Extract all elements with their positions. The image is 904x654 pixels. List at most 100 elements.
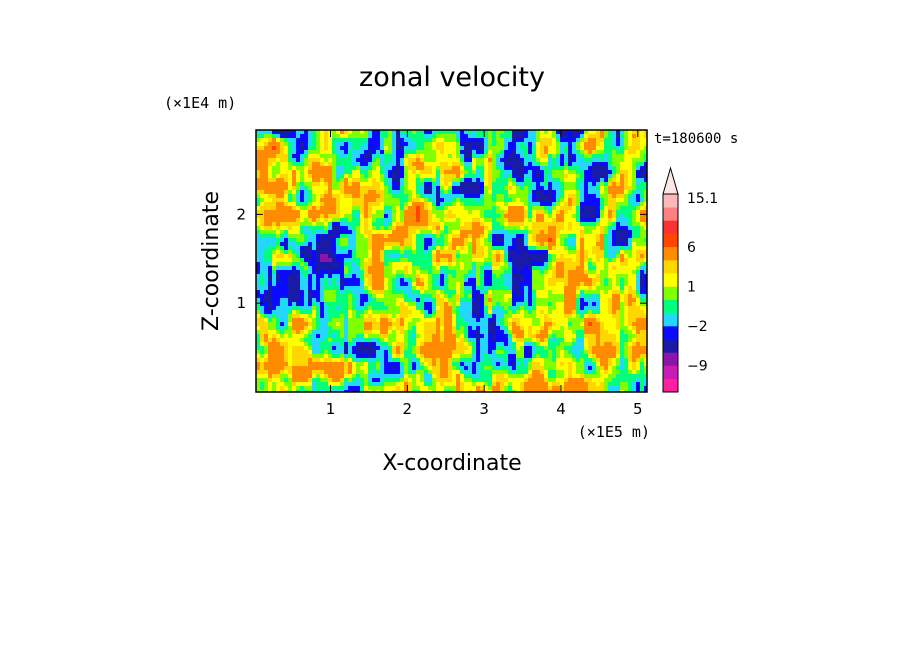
field-cell: [644, 310, 647, 315]
field-cell: [336, 198, 341, 203]
field-cell: [356, 142, 361, 147]
field-cell: [576, 178, 581, 183]
field-cell: [384, 326, 389, 331]
field-cell: [552, 210, 557, 215]
field-cell: [440, 134, 445, 139]
field-cell: [640, 146, 645, 151]
field-cell: [600, 310, 605, 315]
field-cell: [504, 294, 509, 299]
field-cell: [568, 262, 573, 267]
field-cell: [476, 274, 481, 279]
field-cell: [312, 190, 317, 195]
field-cell: [356, 258, 361, 263]
field-cell: [496, 234, 501, 239]
field-cell: [460, 318, 465, 323]
field-cell: [324, 186, 329, 191]
field-cell: [384, 210, 389, 215]
field-cell: [528, 310, 533, 315]
field-cell: [524, 314, 529, 319]
field-cell: [636, 286, 641, 291]
field-cell: [372, 326, 377, 331]
field-cell: [600, 130, 605, 135]
field-cell: [356, 198, 361, 203]
field-cell: [624, 294, 629, 299]
field-cell: [332, 330, 337, 335]
field-cell: [540, 190, 545, 195]
field-cell: [312, 326, 317, 331]
field-cell: [436, 194, 441, 199]
field-cell: [352, 266, 357, 271]
field-cell: [644, 266, 647, 271]
field-cell: [612, 330, 617, 335]
field-cell: [416, 290, 421, 295]
field-cell: [472, 274, 477, 279]
field-cell: [456, 262, 461, 267]
field-cell: [328, 226, 333, 231]
field-cell: [464, 170, 469, 175]
field-cell: [364, 174, 369, 179]
field-cell: [484, 242, 489, 247]
field-cell: [280, 314, 285, 319]
field-cell: [308, 270, 313, 275]
field-cell: [620, 290, 625, 295]
field-cell: [356, 186, 361, 191]
field-cell: [456, 162, 461, 167]
field-cell: [436, 182, 441, 187]
field-cell: [632, 286, 637, 291]
field-cell: [304, 310, 309, 315]
field-cell: [296, 182, 301, 187]
field-cell: [456, 234, 461, 239]
field-cell: [476, 174, 481, 179]
field-cell: [388, 278, 393, 283]
field-cell: [372, 282, 377, 287]
field-cell: [500, 178, 505, 183]
field-cell: [416, 258, 421, 263]
field-cell: [624, 166, 629, 171]
field-cell: [340, 158, 345, 163]
field-cell: [360, 150, 365, 155]
field-cell: [496, 250, 501, 255]
field-cell: [388, 250, 393, 255]
field-cell: [388, 170, 393, 175]
field-cell: [616, 190, 621, 195]
field-cell: [264, 310, 269, 315]
field-cell: [484, 314, 489, 319]
field-cell: [372, 258, 377, 263]
field-cell: [296, 238, 301, 243]
field-cell: [300, 158, 305, 163]
field-cell: [624, 290, 629, 295]
field-cell: [596, 130, 601, 135]
field-cell: [556, 262, 561, 267]
field-cell: [388, 138, 393, 143]
field-cell: [448, 138, 453, 143]
field-cell: [340, 174, 345, 179]
field-cell: [392, 190, 397, 195]
field-cell: [500, 206, 505, 211]
field-cell: [460, 234, 465, 239]
field-cell: [508, 302, 513, 307]
field-cell: [560, 282, 565, 287]
field-cell: [576, 206, 581, 211]
field-cell: [264, 202, 269, 207]
field-cell: [284, 282, 289, 287]
field-cell: [288, 146, 293, 151]
field-cell: [592, 318, 597, 323]
field-cell: [480, 182, 485, 187]
field-cell: [588, 274, 593, 279]
field-cell: [276, 130, 281, 135]
field-cell: [344, 258, 349, 263]
field-cell: [500, 174, 505, 179]
field-cell: [576, 270, 581, 275]
field-cell: [384, 278, 389, 283]
field-cell: [264, 190, 269, 195]
field-cell: [576, 134, 581, 139]
field-cell: [576, 294, 581, 299]
field-cell: [276, 282, 281, 287]
field-cell: [584, 170, 589, 175]
field-cell: [464, 142, 469, 147]
field-cell: [572, 266, 577, 271]
field-cell: [636, 178, 641, 183]
field-cell: [408, 322, 413, 327]
field-cell: [592, 186, 597, 191]
field-cell: [552, 142, 557, 147]
